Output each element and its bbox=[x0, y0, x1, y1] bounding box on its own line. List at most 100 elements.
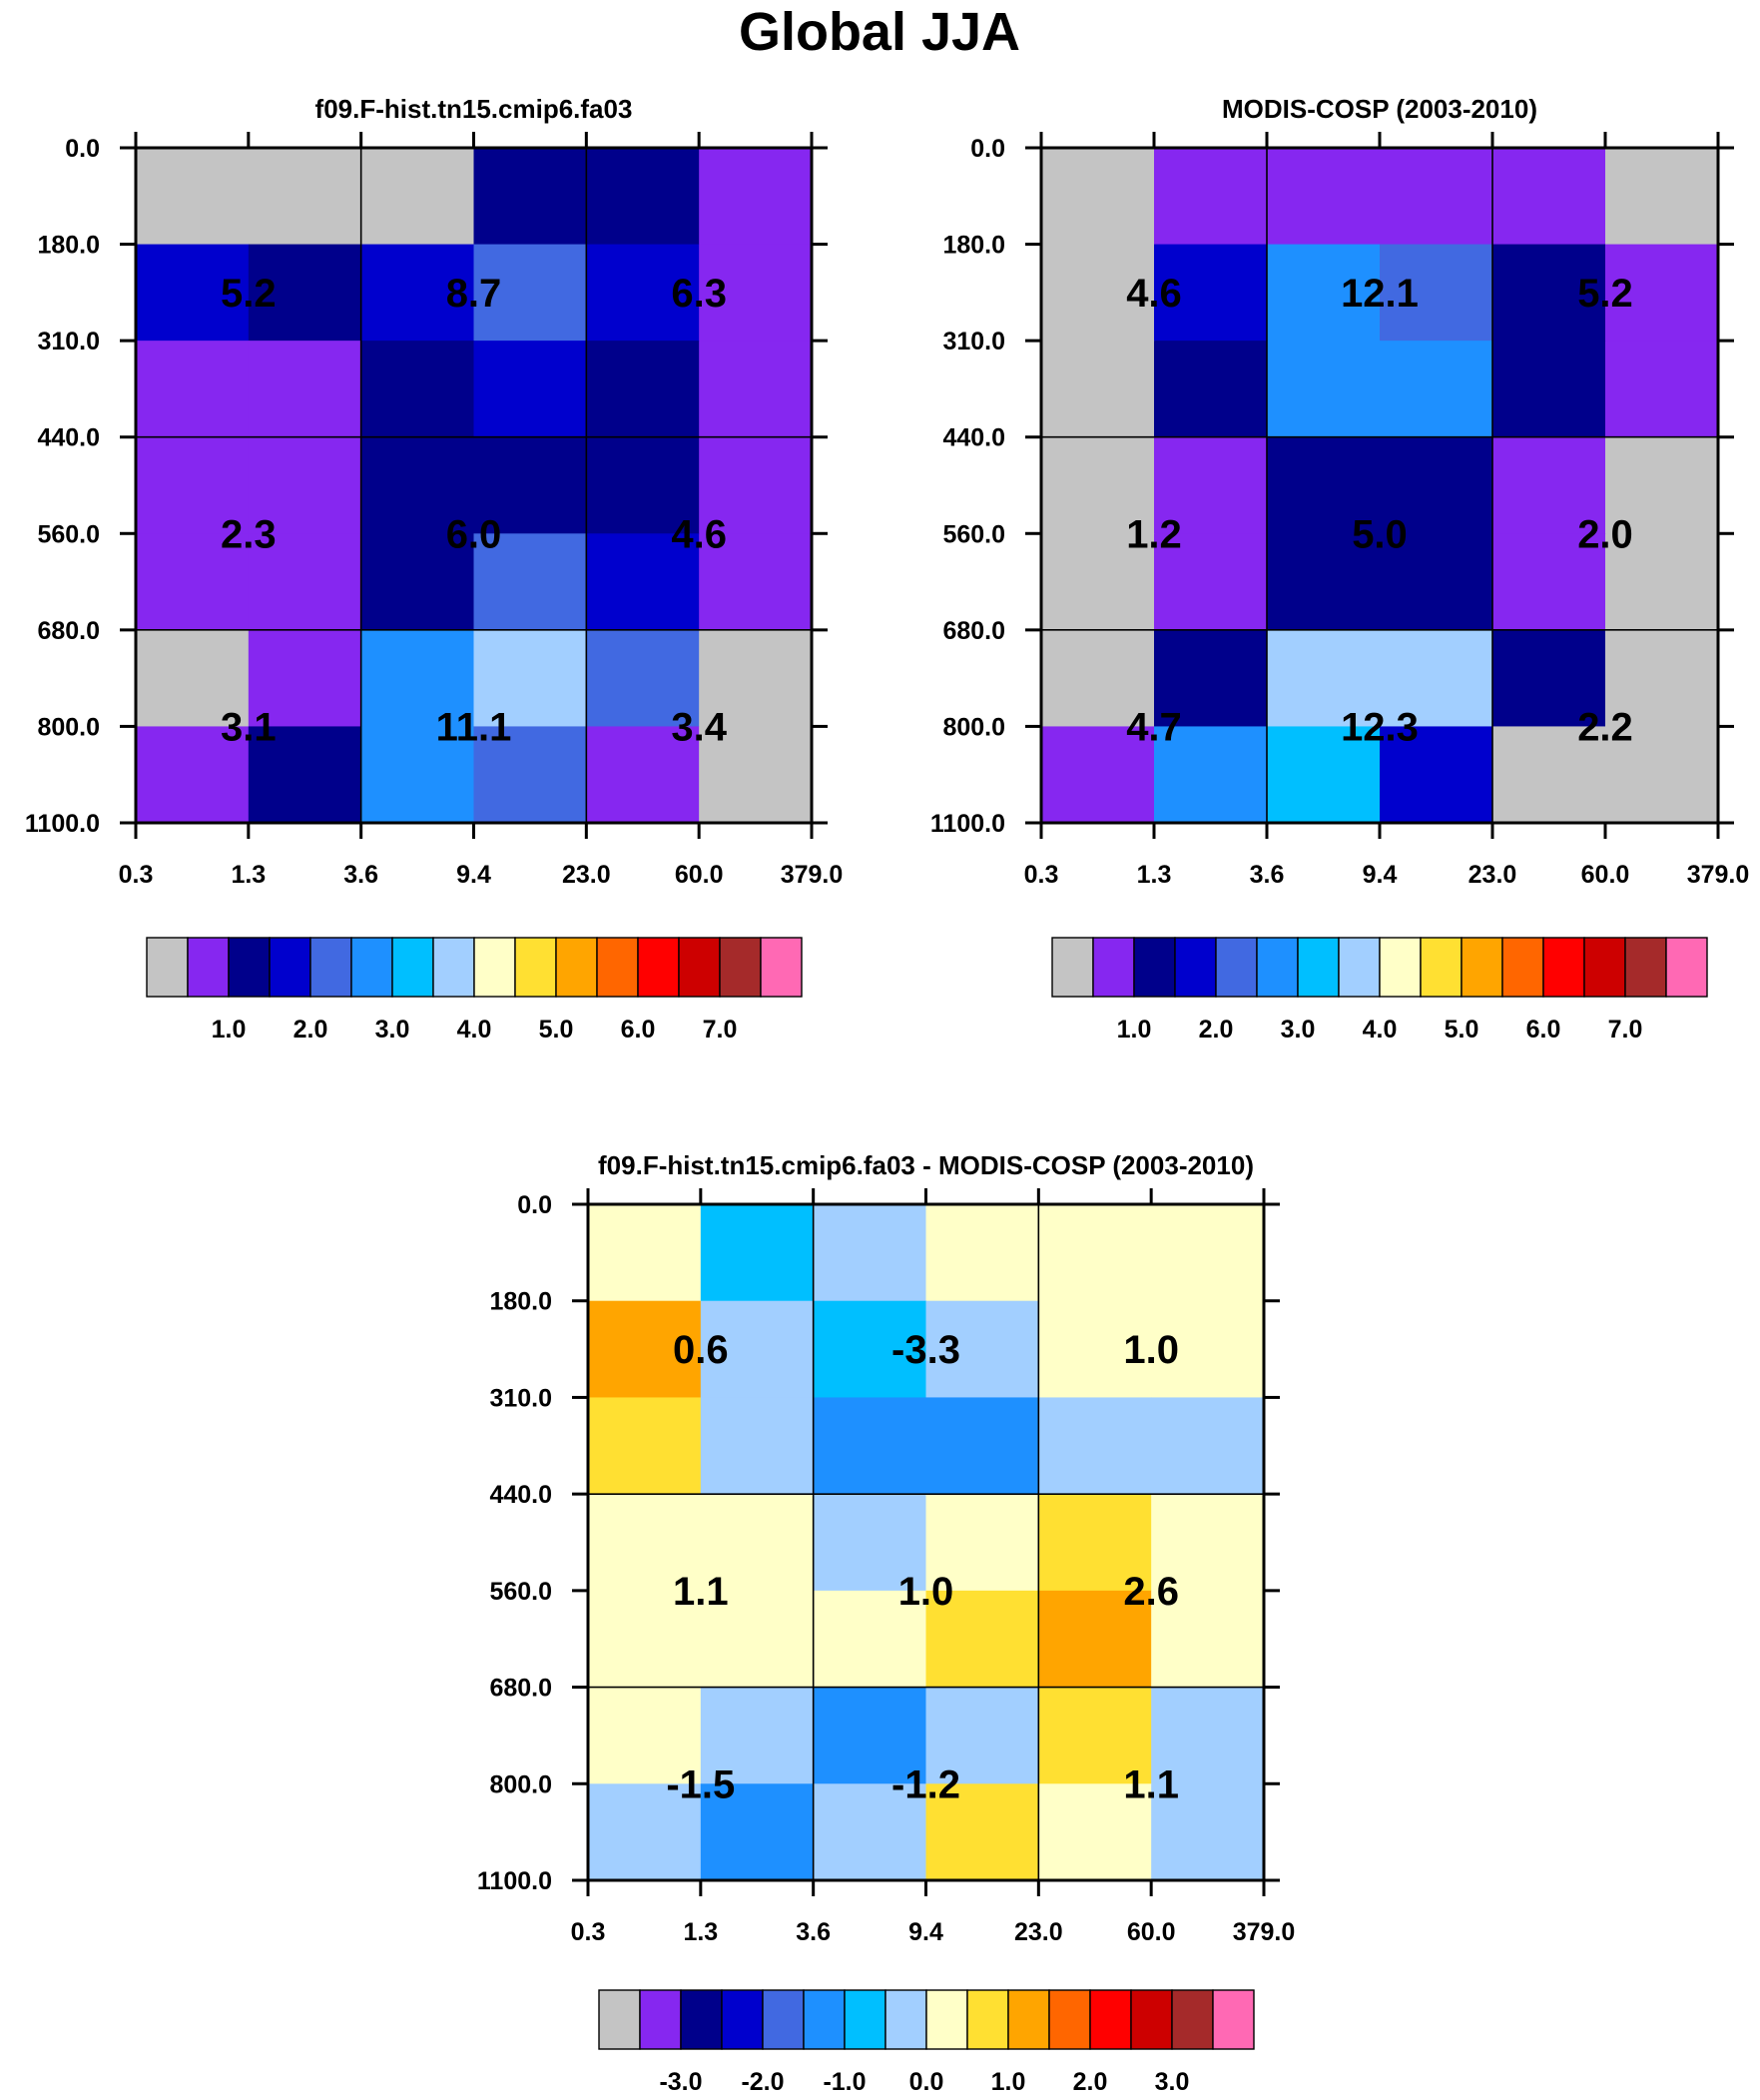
x-tick-label: 23.0 bbox=[562, 861, 611, 889]
panel-title: MODIS-COSP (2003-2010) bbox=[1222, 94, 1537, 124]
colorbar-box bbox=[391, 937, 434, 998]
colorbar-label: -1.0 bbox=[823, 2068, 866, 2096]
heatmap-cell bbox=[586, 148, 700, 246]
colorbar-box bbox=[966, 1989, 1009, 2050]
heatmap-cell bbox=[925, 1300, 1039, 1399]
heatmap-cell bbox=[1041, 244, 1155, 342]
colorbar-box bbox=[1171, 1989, 1214, 2050]
y-tick-label: 1100.0 bbox=[25, 810, 100, 838]
heatmap-cell bbox=[360, 533, 475, 631]
x-tick-label: 60.0 bbox=[1581, 861, 1630, 889]
heatmap-cell bbox=[1041, 533, 1155, 631]
colorbar-box bbox=[1542, 937, 1585, 998]
group-value-label: 6.3 bbox=[671, 272, 727, 316]
heatmap-cell bbox=[248, 533, 362, 631]
x-tick-label: 23.0 bbox=[1014, 1918, 1063, 1946]
colorbar-label: 5.0 bbox=[1445, 1016, 1479, 1044]
group-value-label: 2.0 bbox=[1577, 512, 1633, 556]
colorbar-label: 6.0 bbox=[1526, 1016, 1561, 1044]
heatmap-cell bbox=[1151, 1300, 1265, 1399]
x-tick-label: 9.4 bbox=[456, 861, 491, 889]
heatmap-cell bbox=[1380, 148, 1493, 246]
heatmap-cell bbox=[588, 1494, 702, 1592]
heatmap-cell bbox=[1492, 148, 1606, 246]
heatmap-cell bbox=[588, 1397, 702, 1495]
heatmap-cell bbox=[586, 436, 700, 534]
heatmap-cell bbox=[473, 244, 587, 342]
group-value-label: 4.7 bbox=[1126, 705, 1182, 749]
y-tick-label: 680.0 bbox=[489, 1675, 552, 1703]
colorbar-box bbox=[1420, 937, 1463, 998]
x-tick-label: 3.6 bbox=[796, 1918, 831, 1946]
x-tick-label: 1.3 bbox=[1137, 861, 1172, 889]
heatmap-cell bbox=[1380, 436, 1493, 534]
colorbar-box bbox=[639, 1989, 682, 2050]
heatmap-cell bbox=[473, 436, 587, 534]
heatmap-cell bbox=[136, 436, 250, 534]
colorbar-box bbox=[1624, 937, 1667, 998]
heatmap-cell bbox=[1492, 341, 1606, 438]
colorbar-box bbox=[803, 1989, 846, 2050]
x-tick-label: 60.0 bbox=[675, 861, 724, 889]
x-tick-label: 0.3 bbox=[1024, 861, 1059, 889]
heatmap-cell bbox=[1154, 726, 1268, 824]
main-title: Global JJA bbox=[739, 2, 1020, 62]
group-value-label: 0.6 bbox=[673, 1328, 729, 1372]
y-tick-label: 0.0 bbox=[65, 135, 100, 163]
y-tick-label: 180.0 bbox=[942, 232, 1005, 260]
heatmap-cell bbox=[699, 726, 813, 824]
heatmap-cell bbox=[1154, 533, 1268, 631]
x-tick-label: 379.0 bbox=[1233, 1918, 1296, 1946]
heatmap-cell bbox=[1267, 341, 1381, 438]
heatmap-cell bbox=[136, 148, 250, 246]
colorbar-box bbox=[269, 937, 311, 998]
colorbar-box bbox=[844, 1989, 886, 2050]
y-tick-label: 560.0 bbox=[37, 520, 100, 548]
heatmap-cell bbox=[699, 533, 813, 631]
heatmap-cell bbox=[699, 341, 813, 438]
group-value-label: 5.2 bbox=[1577, 272, 1633, 316]
group-value-label: 1.0 bbox=[898, 1570, 954, 1614]
y-tick-label: 310.0 bbox=[37, 328, 100, 355]
heatmap-cell bbox=[1380, 533, 1493, 631]
heatmap-cell bbox=[1151, 1590, 1265, 1689]
colorbar-label: -3.0 bbox=[659, 2068, 702, 2096]
heatmap-cell bbox=[700, 1397, 815, 1495]
heatmap-cell bbox=[473, 629, 587, 728]
heatmap-cell bbox=[813, 1783, 927, 1881]
heatmap-cell bbox=[586, 341, 700, 438]
group-value-label: -1.2 bbox=[891, 1762, 960, 1806]
heatmap-cell bbox=[925, 1204, 1039, 1302]
colorbar-label: 4.0 bbox=[457, 1016, 492, 1044]
heatmap-cell bbox=[1041, 629, 1155, 728]
colorbar-box bbox=[1338, 937, 1381, 998]
y-tick-label: 0.0 bbox=[970, 135, 1005, 163]
colorbar-box bbox=[514, 937, 557, 998]
colorbar-box bbox=[1089, 1989, 1132, 2050]
heatmap-cell bbox=[1380, 726, 1493, 824]
heatmap-cell bbox=[925, 1397, 1039, 1495]
group-value-label: 11.1 bbox=[436, 705, 512, 749]
y-tick-label: 680.0 bbox=[37, 617, 100, 645]
group-value-label: 12.3 bbox=[1341, 705, 1419, 749]
heatmap-cell bbox=[925, 1494, 1039, 1592]
colorbar-box bbox=[1007, 1989, 1050, 2050]
heatmap-cell bbox=[1151, 1397, 1265, 1495]
heatmap-cell bbox=[1605, 341, 1719, 438]
colorbar-label: 7.0 bbox=[703, 1016, 738, 1044]
heatmap-cell bbox=[1038, 1590, 1152, 1689]
heatmap-cell bbox=[360, 436, 475, 534]
heatmap-cell bbox=[1038, 1687, 1152, 1784]
heatmap-cell bbox=[1038, 1397, 1152, 1495]
heatmap-cell bbox=[813, 1494, 927, 1592]
group-value-label: 6.0 bbox=[446, 512, 502, 556]
colorbar-box bbox=[598, 1989, 641, 2050]
colorbar-box bbox=[1048, 1989, 1091, 2050]
heatmap-cell bbox=[136, 533, 250, 631]
heatmap-cell bbox=[1605, 726, 1719, 824]
colorbar-label: 2.0 bbox=[1199, 1016, 1234, 1044]
heatmap-cell bbox=[1380, 244, 1493, 342]
heatmap-cell bbox=[1038, 1783, 1152, 1881]
colorbar-box bbox=[1174, 937, 1217, 998]
y-tick-label: 1100.0 bbox=[930, 810, 1005, 838]
